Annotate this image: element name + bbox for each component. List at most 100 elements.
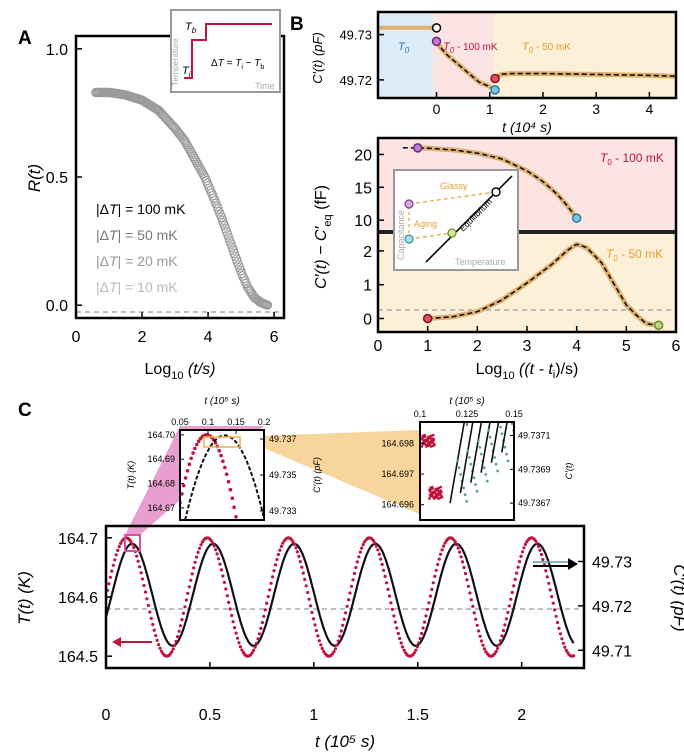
state-marker [491,75,499,83]
temperature-point [423,621,426,624]
capacitance-point [464,493,467,496]
panel-b-bottom: 0 1 2 3 4 5 6101520012 C′(t) − C′eq (fF) Log10… [313,138,681,382]
temperature-point [432,581,435,584]
temperature-point [318,639,321,642]
temperature-point [247,593,251,597]
x-axis-label: Log10 ((t - ti)/s) [476,361,579,382]
temperature-point [199,543,202,546]
temperature-point [419,637,422,640]
panel-label-b: B [290,14,304,35]
y-tick-label: 0.5 [46,170,68,187]
y-tick-label-right: 49.72 [592,599,632,616]
temperature-point [264,608,267,611]
temperature-point [140,571,143,574]
temperature-point [391,608,394,611]
temperature-point [145,597,148,600]
y-tick-label-right: 49.7371 [518,431,551,441]
temperature-point [259,627,262,630]
temperature-point [517,566,520,569]
temperature-point [429,494,432,497]
temperature-point [467,585,470,588]
temperature-point [430,438,433,441]
temperature-point [477,629,480,632]
temperature-point [227,601,230,604]
temperature-point [379,558,382,561]
temperature-point [470,598,473,601]
temperature-point [514,578,517,581]
temperature-point [540,553,543,556]
temperature-point [217,557,220,560]
x-tick-label: 0.15 [227,417,245,427]
temperature-point [242,558,246,562]
temperature-point [302,572,305,575]
temperature-point [495,650,498,653]
y-axis-label: R(t) [25,164,44,192]
temperature-point [300,566,303,569]
temperature-point [277,553,280,556]
axes-frame [106,526,584,668]
capacitance-point [468,456,471,459]
temperature-point [556,621,559,624]
temperature-point [549,588,552,591]
temperature-point [524,543,527,546]
temperature-point [185,599,188,602]
temperature-point [427,441,430,444]
temperature-point [557,627,560,630]
temperature-point [429,487,432,490]
temperature-point [231,496,235,500]
temperature-point [137,560,140,563]
temperature-point [500,634,503,637]
capacitance-point [473,476,476,479]
capacitance-point [467,449,470,452]
marker-aged [405,235,413,243]
inset-ylabel: Capacitance [396,210,406,260]
capacitance-point [505,453,508,456]
temperature-point [435,569,438,572]
temperature-point [229,607,232,610]
temperature-point [107,582,110,585]
temperature-point [189,457,193,461]
temperature-point [262,615,265,618]
y-axis-label-right: C′(t) (pF) [670,564,684,631]
temperature-point [188,463,192,467]
temperature-point [229,488,233,492]
capacitance-point [490,443,493,446]
temperature-point [132,546,135,549]
temperature-point [424,614,427,617]
temperature-point [223,466,227,470]
temperature-point [506,611,509,614]
temperature-point [197,551,200,554]
panel-a: 0 2 4 6 0.0 0.5 1.0 R(t) Log10 (t/s) |ΔT| = 10… [25,10,284,382]
temperature-point [239,645,242,648]
temperature-point [227,480,231,484]
temperature-point [238,536,242,540]
temperature-point [194,561,197,564]
temperature-point [291,540,294,543]
temperature-point [192,566,195,569]
temperature-point [223,581,226,584]
temperature-point [176,635,179,638]
x-tick-label: 5 [622,338,631,355]
temperature-point [414,649,417,652]
capacitance-point [456,460,459,463]
temperature-point [439,553,442,556]
panel-label-a: A [18,28,32,49]
temperature-point [353,572,356,575]
temperature-point [131,543,134,546]
temperature-point [315,629,318,632]
x-axis-label: t (10⁵ s) [315,732,375,751]
temperature-point [346,605,349,608]
temperature-point [267,595,270,598]
temperature-point [480,639,483,642]
marker-equilibrium-high [492,188,500,196]
temperature-point [552,602,555,605]
capacitance-point [474,483,477,486]
temperature-point [547,582,550,585]
temperature-point [362,543,365,546]
temperature-point [321,647,324,650]
region-t0-50mk [494,12,676,98]
x-axis-label: t (10⁴ s) [502,119,552,135]
temperature-point [129,540,132,543]
end-marker [655,321,663,329]
region-t0 [378,12,433,98]
